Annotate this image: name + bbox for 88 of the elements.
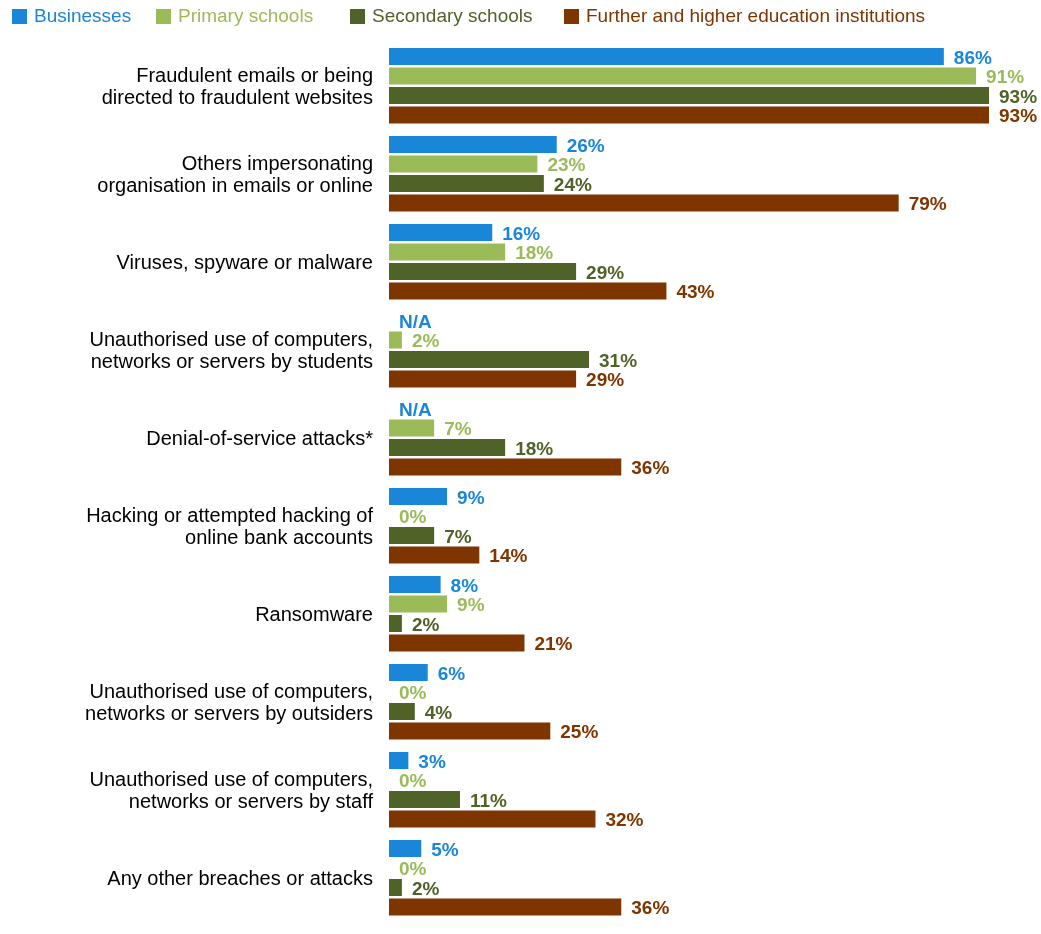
- bar: [389, 752, 409, 769]
- bar: [389, 595, 448, 613]
- y-tick-label: Fraudulent emails or being directed to fraudulent websites: [101, 63, 373, 108]
- data-label: 29%: [586, 369, 625, 390]
- data-label: 2%: [411, 877, 440, 899]
- y-tick-label: Unauthorised use of computers, networks or servers by outsiders: [85, 679, 373, 724]
- data-label: 26%: [566, 134, 605, 156]
- data-label: 0%: [399, 858, 427, 879]
- text: N/A: [399, 398, 432, 420]
- bar: [389, 458, 622, 476]
- data-label: 6%: [437, 662, 466, 684]
- data-label: 14%: [489, 545, 528, 566]
- data-label: 0%: [399, 682, 427, 703]
- data-label: 18%: [515, 242, 554, 263]
- bar: [389, 634, 525, 652]
- y-tick-label: Ransomware: [255, 602, 373, 625]
- bar: [389, 703, 415, 720]
- bar: [389, 840, 422, 857]
- data-label: 2%: [411, 330, 440, 351]
- bar: [389, 791, 460, 808]
- bar: [389, 175, 544, 192]
- data-label: 21%: [534, 633, 573, 654]
- bar: [389, 664, 428, 681]
- bar: [389, 136, 557, 153]
- text: N/A: [399, 310, 432, 332]
- y-tick-label: Unauthorised use of computers, networks or servers by students: [89, 327, 373, 372]
- bar: [389, 576, 441, 593]
- bar: [389, 722, 551, 740]
- legend-label: Primary schools: [178, 5, 314, 26]
- data-label: 36%: [631, 457, 670, 478]
- data-label: 23%: [547, 154, 586, 175]
- data-label: 86%: [953, 46, 992, 68]
- y-tick-label: Any other breaches or attacks: [107, 866, 373, 889]
- data-label: 32%: [605, 809, 644, 830]
- data-label: 4%: [424, 701, 453, 723]
- data-label: 36%: [631, 897, 670, 918]
- bar: [389, 351, 589, 368]
- bar: [389, 106, 989, 124]
- data-label: 43%: [676, 281, 715, 302]
- data-label: 7%: [444, 418, 472, 439]
- data-label: 16%: [502, 222, 541, 244]
- data-label: 0%: [399, 770, 427, 791]
- data-label: 25%: [560, 721, 599, 742]
- bar: [389, 224, 493, 241]
- data-label: 93%: [999, 105, 1038, 126]
- data-label: 91%: [986, 66, 1025, 87]
- bar: [389, 155, 538, 173]
- data-label: 79%: [908, 193, 947, 214]
- data-label: 9%: [457, 594, 485, 615]
- bar: [389, 419, 435, 437]
- bar: [389, 810, 596, 828]
- data-label: 7%: [444, 525, 472, 547]
- bar: [389, 488, 448, 505]
- data-label: 18%: [515, 437, 554, 459]
- data-label: 5%: [431, 838, 459, 860]
- bar: [389, 898, 622, 916]
- bar: [389, 370, 577, 388]
- bar: [389, 282, 667, 300]
- bar: [389, 243, 506, 261]
- bar: [389, 194, 899, 212]
- data-label: 3%: [418, 750, 446, 772]
- bar: [389, 879, 402, 896]
- bar: [389, 546, 480, 564]
- data-label: 24%: [553, 173, 592, 195]
- data-label: 29%: [586, 261, 625, 283]
- data-label: 93%: [999, 85, 1038, 107]
- y-tick-label: Unauthorised use of computers, networks or servers by staff: [89, 767, 374, 812]
- bar: [389, 527, 435, 544]
- legend-label: Further and higher education institutions: [586, 5, 926, 26]
- data-label: 2%: [411, 613, 440, 635]
- y-tick-label: Viruses, spyware or malware: [116, 250, 373, 273]
- legend-label: Businesses: [34, 5, 132, 26]
- data-label: 31%: [599, 349, 638, 371]
- y-tick-label: Others impersonating organisation in emails or online: [97, 151, 373, 196]
- bar: [389, 439, 506, 456]
- data-label: 0%: [399, 506, 427, 527]
- bar: [389, 615, 402, 632]
- bar: [389, 48, 944, 65]
- legend-label: Secondary schools: [372, 5, 533, 26]
- data-label: 11%: [469, 789, 508, 811]
- bar: [389, 87, 989, 104]
- data-label: 8%: [450, 574, 479, 596]
- y-tick-label: Denial-of-service attacks*: [146, 426, 374, 449]
- bar: [389, 331, 402, 349]
- bar: [389, 67, 977, 85]
- data-label: 9%: [457, 486, 485, 508]
- bar: [389, 263, 577, 280]
- y-tick-label: Hacking or attempted hacking of online bank accounts: [86, 503, 374, 548]
